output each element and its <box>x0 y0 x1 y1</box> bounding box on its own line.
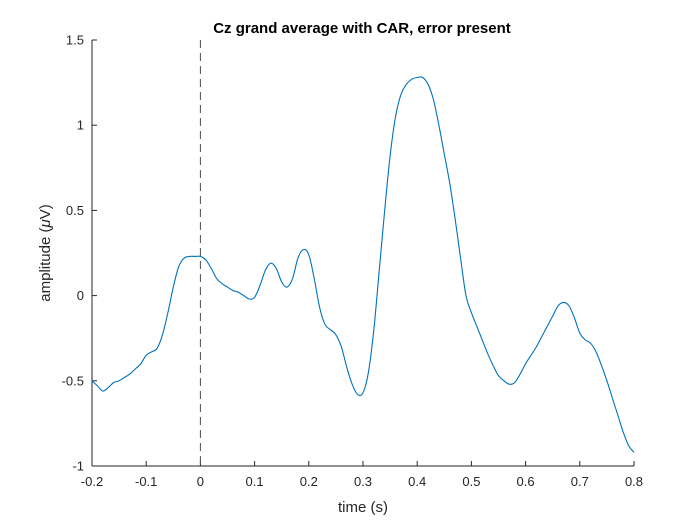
chart-title: Cz grand average with CAR, error present <box>213 20 511 37</box>
series-line <box>91 76 635 453</box>
y-axis-label: amplitude (μV) <box>37 204 54 301</box>
y-axis-label-text: amplitude ( <box>37 228 54 302</box>
x-tick-label: 0.6 <box>517 474 535 489</box>
x-axis-ticks: -0.2 -0.1 0 0.1 0.2 0.3 0.4 0.5 0.6 0.7 0.8 <box>81 461 643 489</box>
x-tick-label: 0.1 <box>246 474 264 489</box>
y-tick-label: 0.5 <box>66 203 84 218</box>
y-tick-label: -0.5 <box>62 373 84 388</box>
x-tick-label: -0.2 <box>81 474 103 489</box>
y-axis-label-unit: V) <box>37 204 54 219</box>
y-tick-label: -1 <box>72 459 84 474</box>
x-tick-label: -0.1 <box>135 474 157 489</box>
x-tick-label: 0.7 <box>571 474 589 489</box>
x-tick-label: 0.4 <box>408 474 426 489</box>
x-tick-label: 0 <box>197 474 204 489</box>
y-tick-label: 1.5 <box>66 33 84 48</box>
y-axis-label-symbol: μ <box>37 219 54 228</box>
x-axis-label: time (s) <box>338 499 388 516</box>
y-axis-ticks: -1 -0.5 0 0.5 1 1.5 <box>62 33 97 474</box>
x-tick-label: 0.5 <box>462 474 480 489</box>
y-tick-label: 1 <box>77 118 84 133</box>
x-tick-label: 0.3 <box>354 474 372 489</box>
y-tick-label: 0 <box>77 288 84 303</box>
x-tick-label: 0.8 <box>625 474 643 489</box>
x-tick-label: 0.2 <box>300 474 318 489</box>
